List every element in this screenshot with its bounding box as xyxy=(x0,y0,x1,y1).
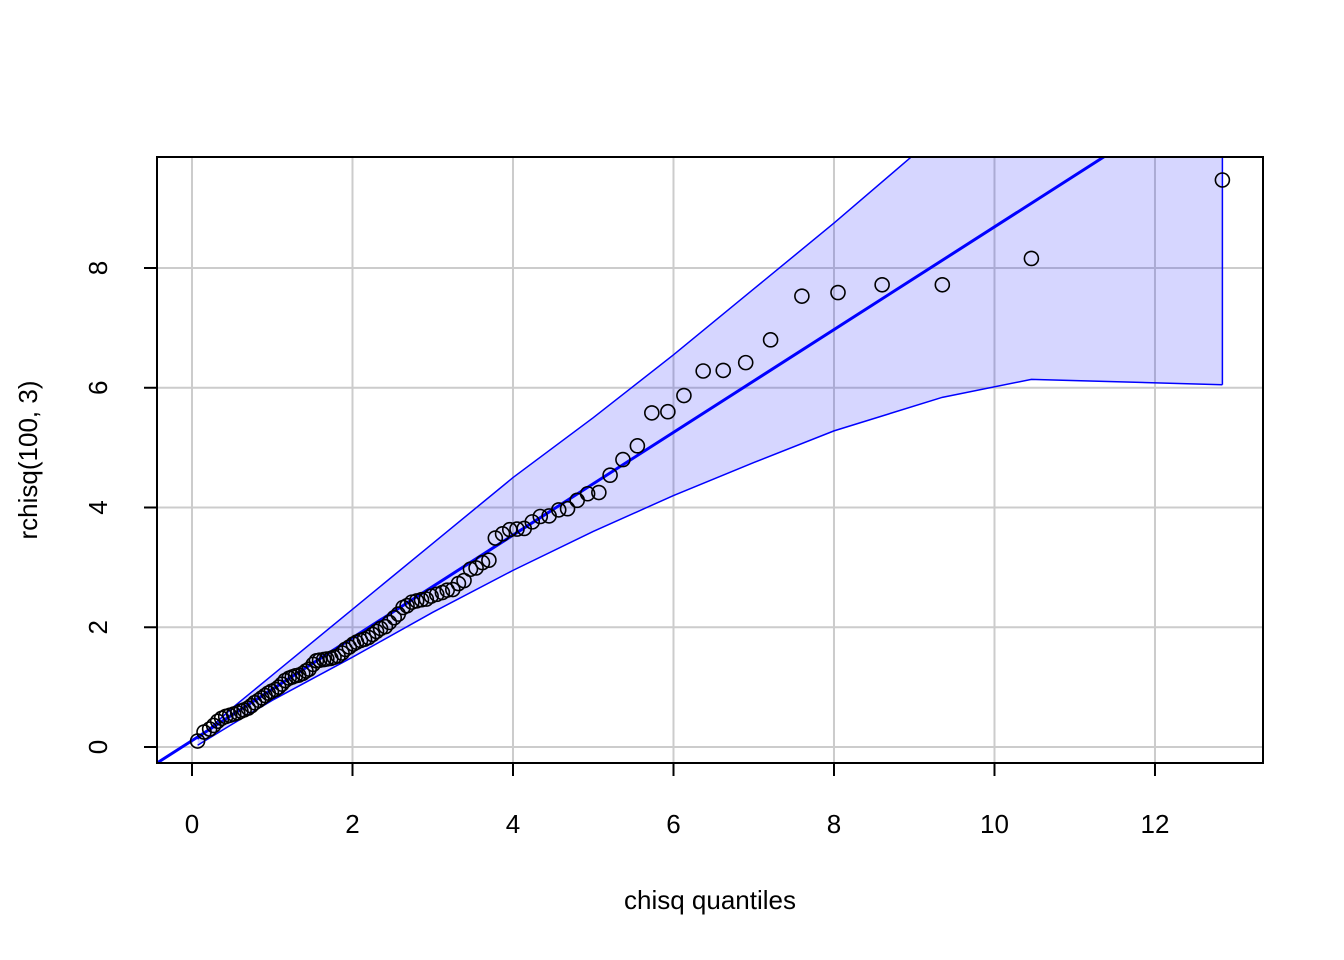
grid xyxy=(157,157,1263,763)
point xyxy=(579,485,596,502)
point xyxy=(934,276,951,293)
point xyxy=(445,581,461,598)
x-tick-label: 4 xyxy=(506,809,520,839)
point xyxy=(381,614,398,631)
point xyxy=(377,618,394,635)
point xyxy=(737,354,754,371)
point xyxy=(474,554,491,571)
point xyxy=(337,641,354,658)
point xyxy=(524,514,541,530)
point xyxy=(695,363,711,379)
y-tick-label: 8 xyxy=(83,261,113,275)
point xyxy=(1023,250,1040,267)
x-axis-label: chisq quantiles xyxy=(624,885,796,915)
point xyxy=(660,403,676,420)
reference-line xyxy=(157,157,1107,763)
point xyxy=(209,713,226,730)
point xyxy=(602,467,618,483)
point xyxy=(368,623,385,640)
envelope-upper xyxy=(197,157,913,740)
plot-area xyxy=(157,157,1231,763)
point xyxy=(509,521,525,537)
point xyxy=(676,387,692,404)
point xyxy=(762,332,779,348)
x-tick-label: 0 xyxy=(185,809,199,839)
point xyxy=(439,582,455,598)
point xyxy=(559,500,576,517)
point xyxy=(830,284,846,301)
point xyxy=(360,629,377,646)
point xyxy=(386,609,403,626)
point xyxy=(1214,172,1231,188)
x-tick-label: 2 xyxy=(345,809,359,839)
point xyxy=(794,288,810,304)
point xyxy=(550,502,567,518)
y-tick-label: 0 xyxy=(83,740,113,754)
point xyxy=(591,484,607,501)
y-tick-label: 2 xyxy=(83,620,113,634)
point xyxy=(874,276,890,293)
point xyxy=(532,508,549,525)
envelope-fill xyxy=(197,157,1223,746)
point xyxy=(201,721,218,737)
x-tick-label: 6 xyxy=(666,809,680,839)
y-tick-label: 4 xyxy=(83,500,113,514)
point xyxy=(615,451,631,468)
point xyxy=(481,552,497,569)
x-tick-label: 12 xyxy=(1141,809,1170,839)
y-tick-label: 6 xyxy=(83,381,113,395)
axes: 0 2 4 6 8 10 12 0 2 4 6 8 xyxy=(83,261,1170,839)
point xyxy=(364,626,381,643)
point xyxy=(399,597,415,614)
envelope-lower xyxy=(197,378,1223,746)
point xyxy=(715,362,732,379)
point xyxy=(413,591,430,608)
y-axis-label: rchisq(100, 3) xyxy=(13,381,43,540)
point xyxy=(277,672,293,689)
point xyxy=(629,438,646,454)
x-tick-label: 8 xyxy=(827,809,841,839)
point xyxy=(462,561,479,577)
plot-frame xyxy=(156,156,1264,764)
point xyxy=(644,405,660,421)
x-tick-label: 10 xyxy=(980,809,1009,839)
